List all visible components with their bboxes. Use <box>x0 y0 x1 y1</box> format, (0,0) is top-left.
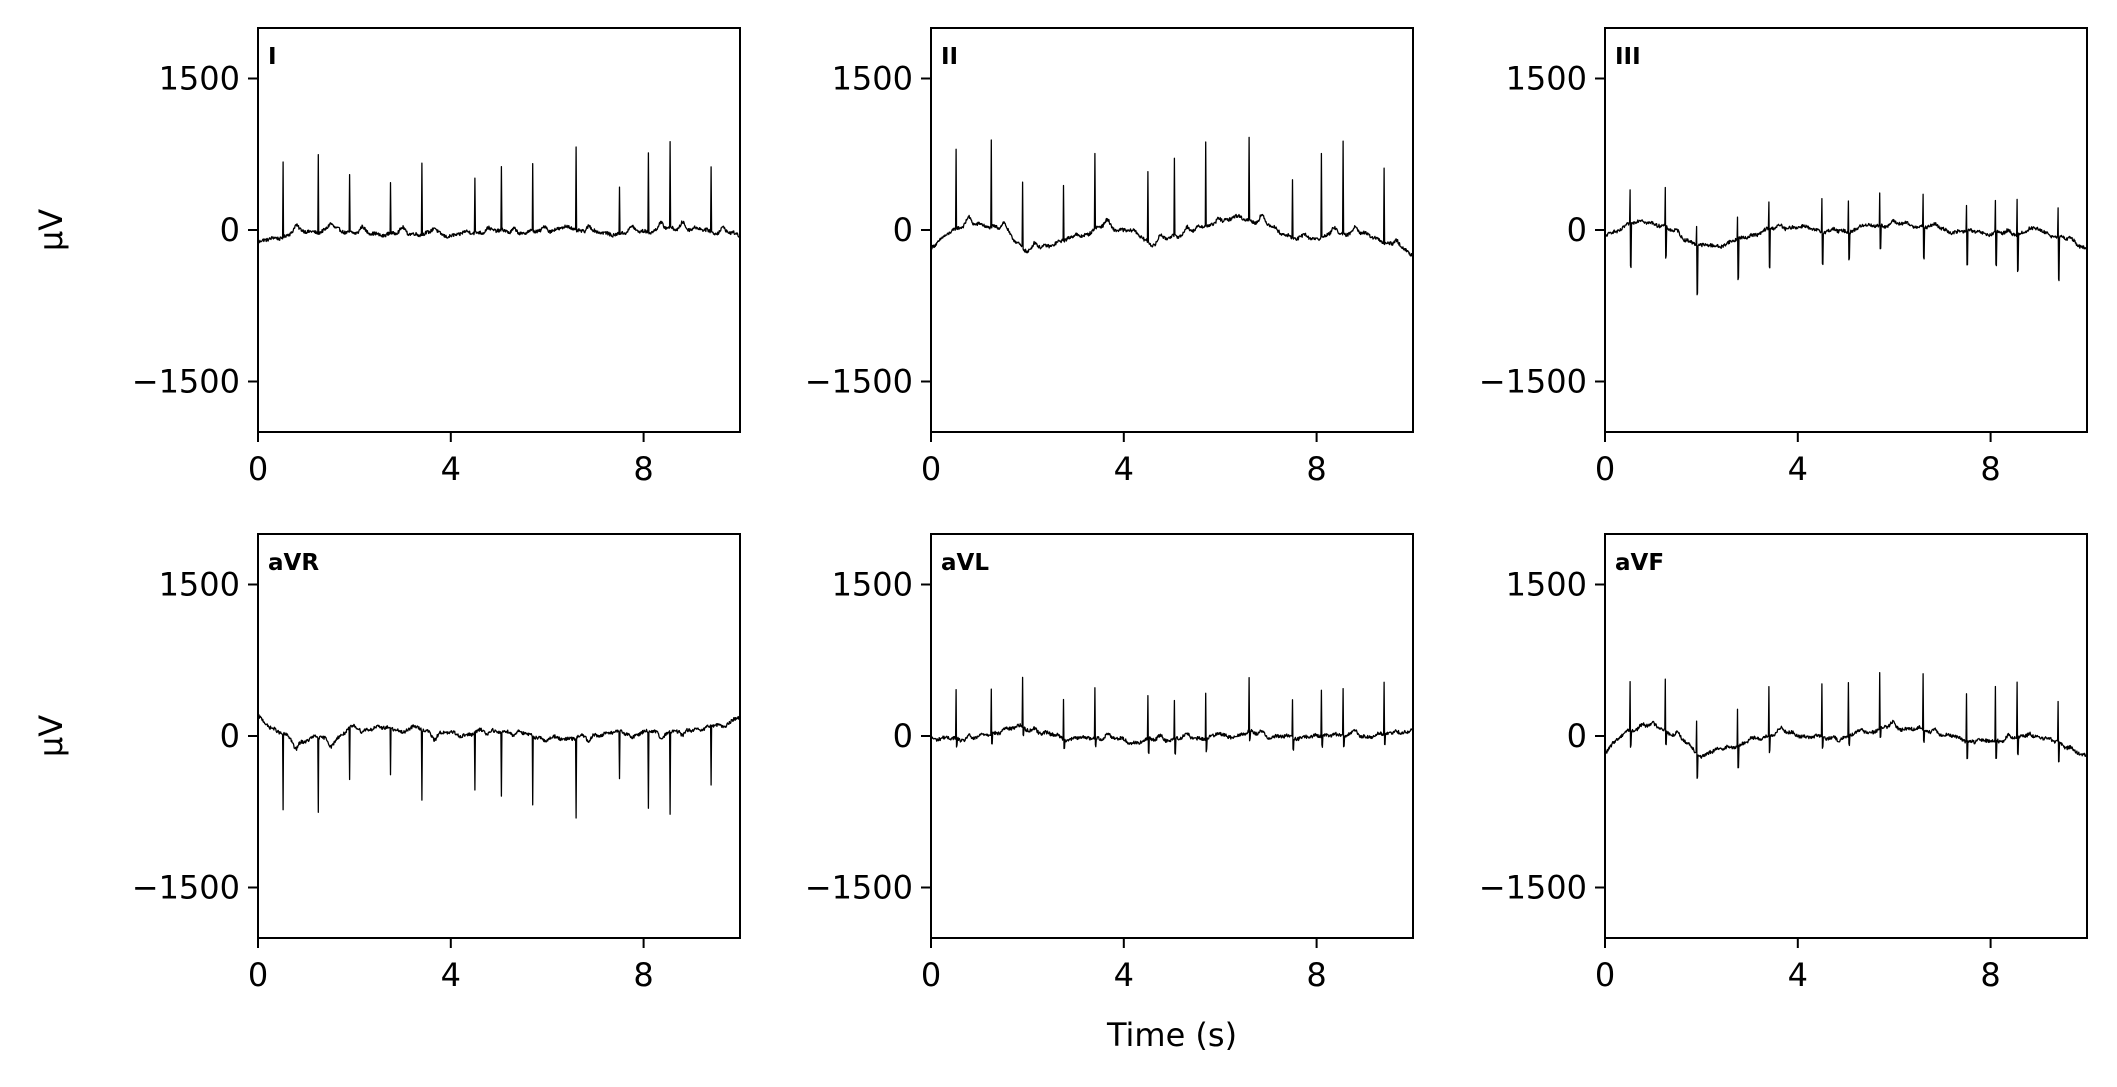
x-tick-label: 8 <box>1306 450 1326 488</box>
y-tick-label: −1500 <box>1479 363 1587 401</box>
ecg-trace-avr <box>258 714 740 819</box>
lead-label: aVR <box>268 550 319 576</box>
y-tick-label: −1500 <box>132 869 240 907</box>
x-tick-label: 4 <box>441 956 461 994</box>
y-tick-label: −1500 <box>1479 869 1587 907</box>
x-tick-label: 0 <box>921 956 941 994</box>
x-tick-label: 8 <box>633 956 653 994</box>
ecg-trace-ii <box>931 136 1413 258</box>
y-tick-label: 1500 <box>1506 566 1587 604</box>
y-tick-label: −1500 <box>805 363 913 401</box>
y-axis-label: μV <box>32 715 70 757</box>
x-axis-label: Time (s) <box>1106 1016 1237 1054</box>
panel-avr: aVR 1500 0 −1500 0 4 8 μV <box>32 533 741 994</box>
panel-ii: II 1500 0 −1500 0 4 8 <box>805 27 1414 488</box>
ecg-trace-i <box>258 141 740 245</box>
x-tick-label: 4 <box>1114 956 1134 994</box>
ecg-trace-iii <box>1605 186 2087 296</box>
lead-label: II <box>941 44 958 70</box>
x-tick-label: 4 <box>1114 450 1134 488</box>
x-tick-label: 0 <box>248 450 268 488</box>
x-tick-label: 8 <box>1306 956 1326 994</box>
panel-i: I 1500 0 −1500 0 4 8 μV <box>32 27 741 488</box>
x-tick-label: 4 <box>1788 956 1808 994</box>
y-tick-label: 1500 <box>159 60 240 98</box>
y-tick-label: 0 <box>1567 717 1587 755</box>
x-tick-label: 0 <box>248 956 268 994</box>
x-tick-label: 8 <box>633 450 653 488</box>
lead-label: aVF <box>1615 550 1664 576</box>
lead-label: aVL <box>941 550 989 576</box>
y-tick-label: 1500 <box>159 566 240 604</box>
panel-iii: III 1500 0 −1500 0 4 8 <box>1479 27 2088 488</box>
axes-frame <box>930 27 1414 433</box>
ecg-trace-avl <box>931 676 1413 755</box>
y-tick-label: −1500 <box>132 363 240 401</box>
x-tick-label: 8 <box>1980 956 2000 994</box>
x-tick-label: 0 <box>1595 450 1615 488</box>
y-tick-label: 0 <box>893 211 913 249</box>
y-tick-label: 1500 <box>832 566 913 604</box>
ecg-trace-avf <box>1605 671 2087 779</box>
x-tick-label: 4 <box>1788 450 1808 488</box>
y-tick-label: 0 <box>220 211 240 249</box>
x-tick-label: 8 <box>1980 450 2000 488</box>
panel-avf: aVF 1500 0 −1500 0 4 8 <box>1479 533 2088 994</box>
y-tick-label: 0 <box>220 717 240 755</box>
lead-label: III <box>1615 44 1641 70</box>
lead-label: I <box>268 44 277 70</box>
x-tick-label: 0 <box>921 450 941 488</box>
y-axis-label: μV <box>32 209 70 251</box>
x-tick-label: 4 <box>441 450 461 488</box>
panel-avl: aVL 1500 0 −1500 0 4 8 <box>805 533 1414 994</box>
y-tick-label: 0 <box>1567 211 1587 249</box>
y-tick-label: −1500 <box>805 869 913 907</box>
y-tick-label: 1500 <box>1506 60 1587 98</box>
axes-frame <box>257 533 741 939</box>
y-tick-label: 0 <box>893 717 913 755</box>
x-tick-label: 0 <box>1595 956 1615 994</box>
y-tick-label: 1500 <box>832 60 913 98</box>
